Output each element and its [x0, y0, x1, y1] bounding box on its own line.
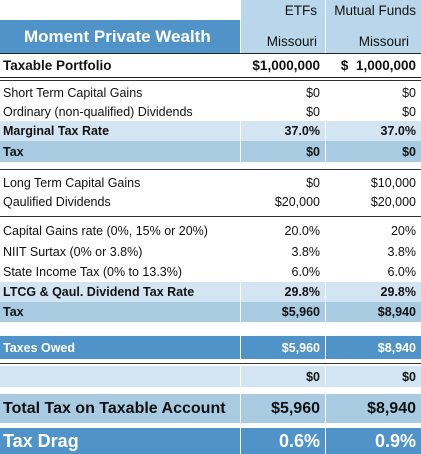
row-value: 3.8%: [240, 242, 325, 262]
row-value: $0: [240, 83, 325, 102]
row-label: Tax Drag: [3, 430, 79, 451]
row-label: Tax: [3, 305, 24, 319]
header-title-cell: Moment Private Wealth: [0, 20, 240, 53]
table-row: Short Term Capital Gains $0 $0: [0, 83, 421, 102]
row-value: $0: [325, 366, 421, 387]
table-row: Tax $0 $0: [0, 141, 421, 162]
row-label: Taxable Portfolio: [3, 58, 112, 73]
row-label: NIIT Surtax (0% or 3.8%): [3, 245, 143, 259]
column-name: Mutual Funds: [334, 3, 416, 18]
column-name: ETFs: [284, 3, 317, 18]
column-header: Mutual Funds Missouri: [325, 0, 421, 53]
row-label: Ordinary (non-qualified) Dividends: [3, 104, 193, 119]
table-row: NIIT Surtax (0% or 3.8%) 3.8% 3.8%: [0, 242, 421, 262]
table-row: Ordinary (non-qualified) Dividends $0 $0: [0, 102, 421, 121]
row-label: Taxes Owed: [3, 340, 76, 355]
row-value: $0: [240, 366, 325, 387]
row-value: $0: [240, 102, 325, 121]
row-label: Short Term Capital Gains: [3, 85, 143, 100]
table-row: Capital Gains rate (0%, 15% or 20%) 20.0%…: [0, 220, 421, 242]
column-header: ETFs Missouri: [240, 0, 325, 53]
table-row: Marginal Tax Rate 37.0% 37.0%: [0, 121, 421, 141]
column-state: Missouri: [358, 34, 409, 49]
table-row: State Income Tax (0% to 13.3%) 6.0% 6.0%: [0, 262, 421, 282]
row-value: 29.8%: [240, 282, 325, 302]
row-value: $8,940: [325, 336, 421, 359]
row-value: $5,960: [240, 336, 325, 359]
row-value: $5,960: [240, 394, 325, 423]
row-value: 0.9%: [325, 428, 421, 454]
row-label: Total Tax on Taxable Account: [3, 399, 226, 417]
table-row: Tax $5,960 $8,940: [0, 302, 421, 322]
table-row: Long Term Capital Gains $0 $10,000: [0, 173, 421, 192]
row-value: 6.0%: [240, 262, 325, 282]
table-row: $0 $0: [0, 366, 421, 387]
table-row: Taxes Owed $5,960 $8,940: [0, 336, 421, 359]
row-value: $5,960: [240, 302, 325, 322]
separator: [0, 169, 421, 170]
column-state: Missouri: [266, 34, 317, 49]
row-value: $1,000,000: [240, 54, 325, 77]
row-label: Qaulified Dividends: [3, 195, 111, 209]
row-value: $0: [240, 173, 325, 192]
row-value: $20,000: [325, 192, 421, 212]
row-value: $0: [240, 141, 325, 162]
row-value: $8,940: [325, 394, 421, 423]
separator: [0, 363, 421, 364]
row-label: LTCG & Qaul. Dividend Tax Rate: [3, 285, 195, 299]
row-value: $0: [325, 83, 421, 102]
row-label: [0, 366, 240, 387]
row-value: $0: [325, 102, 421, 121]
separator: [0, 80, 421, 81]
row-label: Long Term Capital Gains: [3, 175, 141, 190]
table-row: Taxable Portfolio $1,000,000 $ 1,000,000: [0, 53, 421, 78]
table-row: Total Tax on Taxable Account $5,960 $8,940: [0, 394, 421, 423]
row-label: Capital Gains rate (0%, 15% or 20%): [3, 224, 208, 238]
table-row: LTCG & Qaul. Dividend Tax Rate 29.8% 29.8%: [0, 282, 421, 302]
row-value: $ 1,000,000: [325, 54, 421, 77]
row-label: State Income Tax (0% to 13.3%): [3, 265, 183, 279]
row-label: Marginal Tax Rate: [3, 124, 110, 138]
row-value: 37.0%: [325, 121, 421, 141]
row-value: $8,940: [325, 302, 421, 322]
header-title: Moment Private Wealth: [24, 27, 211, 46]
separator: [0, 216, 421, 217]
row-value: 29.8%: [325, 282, 421, 302]
table-row: Tax Drag 0.6% 0.9%: [0, 428, 421, 454]
row-value: 6.0%: [325, 262, 421, 282]
row-value: $0: [325, 141, 421, 162]
table-row: Qaulified Dividends $20,000 $20,000: [0, 192, 421, 212]
row-value: 20.0%: [240, 220, 325, 242]
row-value: 37.0%: [240, 121, 325, 141]
row-value: 0.6%: [240, 428, 325, 454]
row-value: 20%: [325, 220, 421, 242]
row-value: $10,000: [325, 173, 421, 192]
row-value: 3.8%: [325, 242, 421, 262]
row-label: Tax: [3, 144, 24, 159]
row-value: $20,000: [240, 192, 325, 212]
